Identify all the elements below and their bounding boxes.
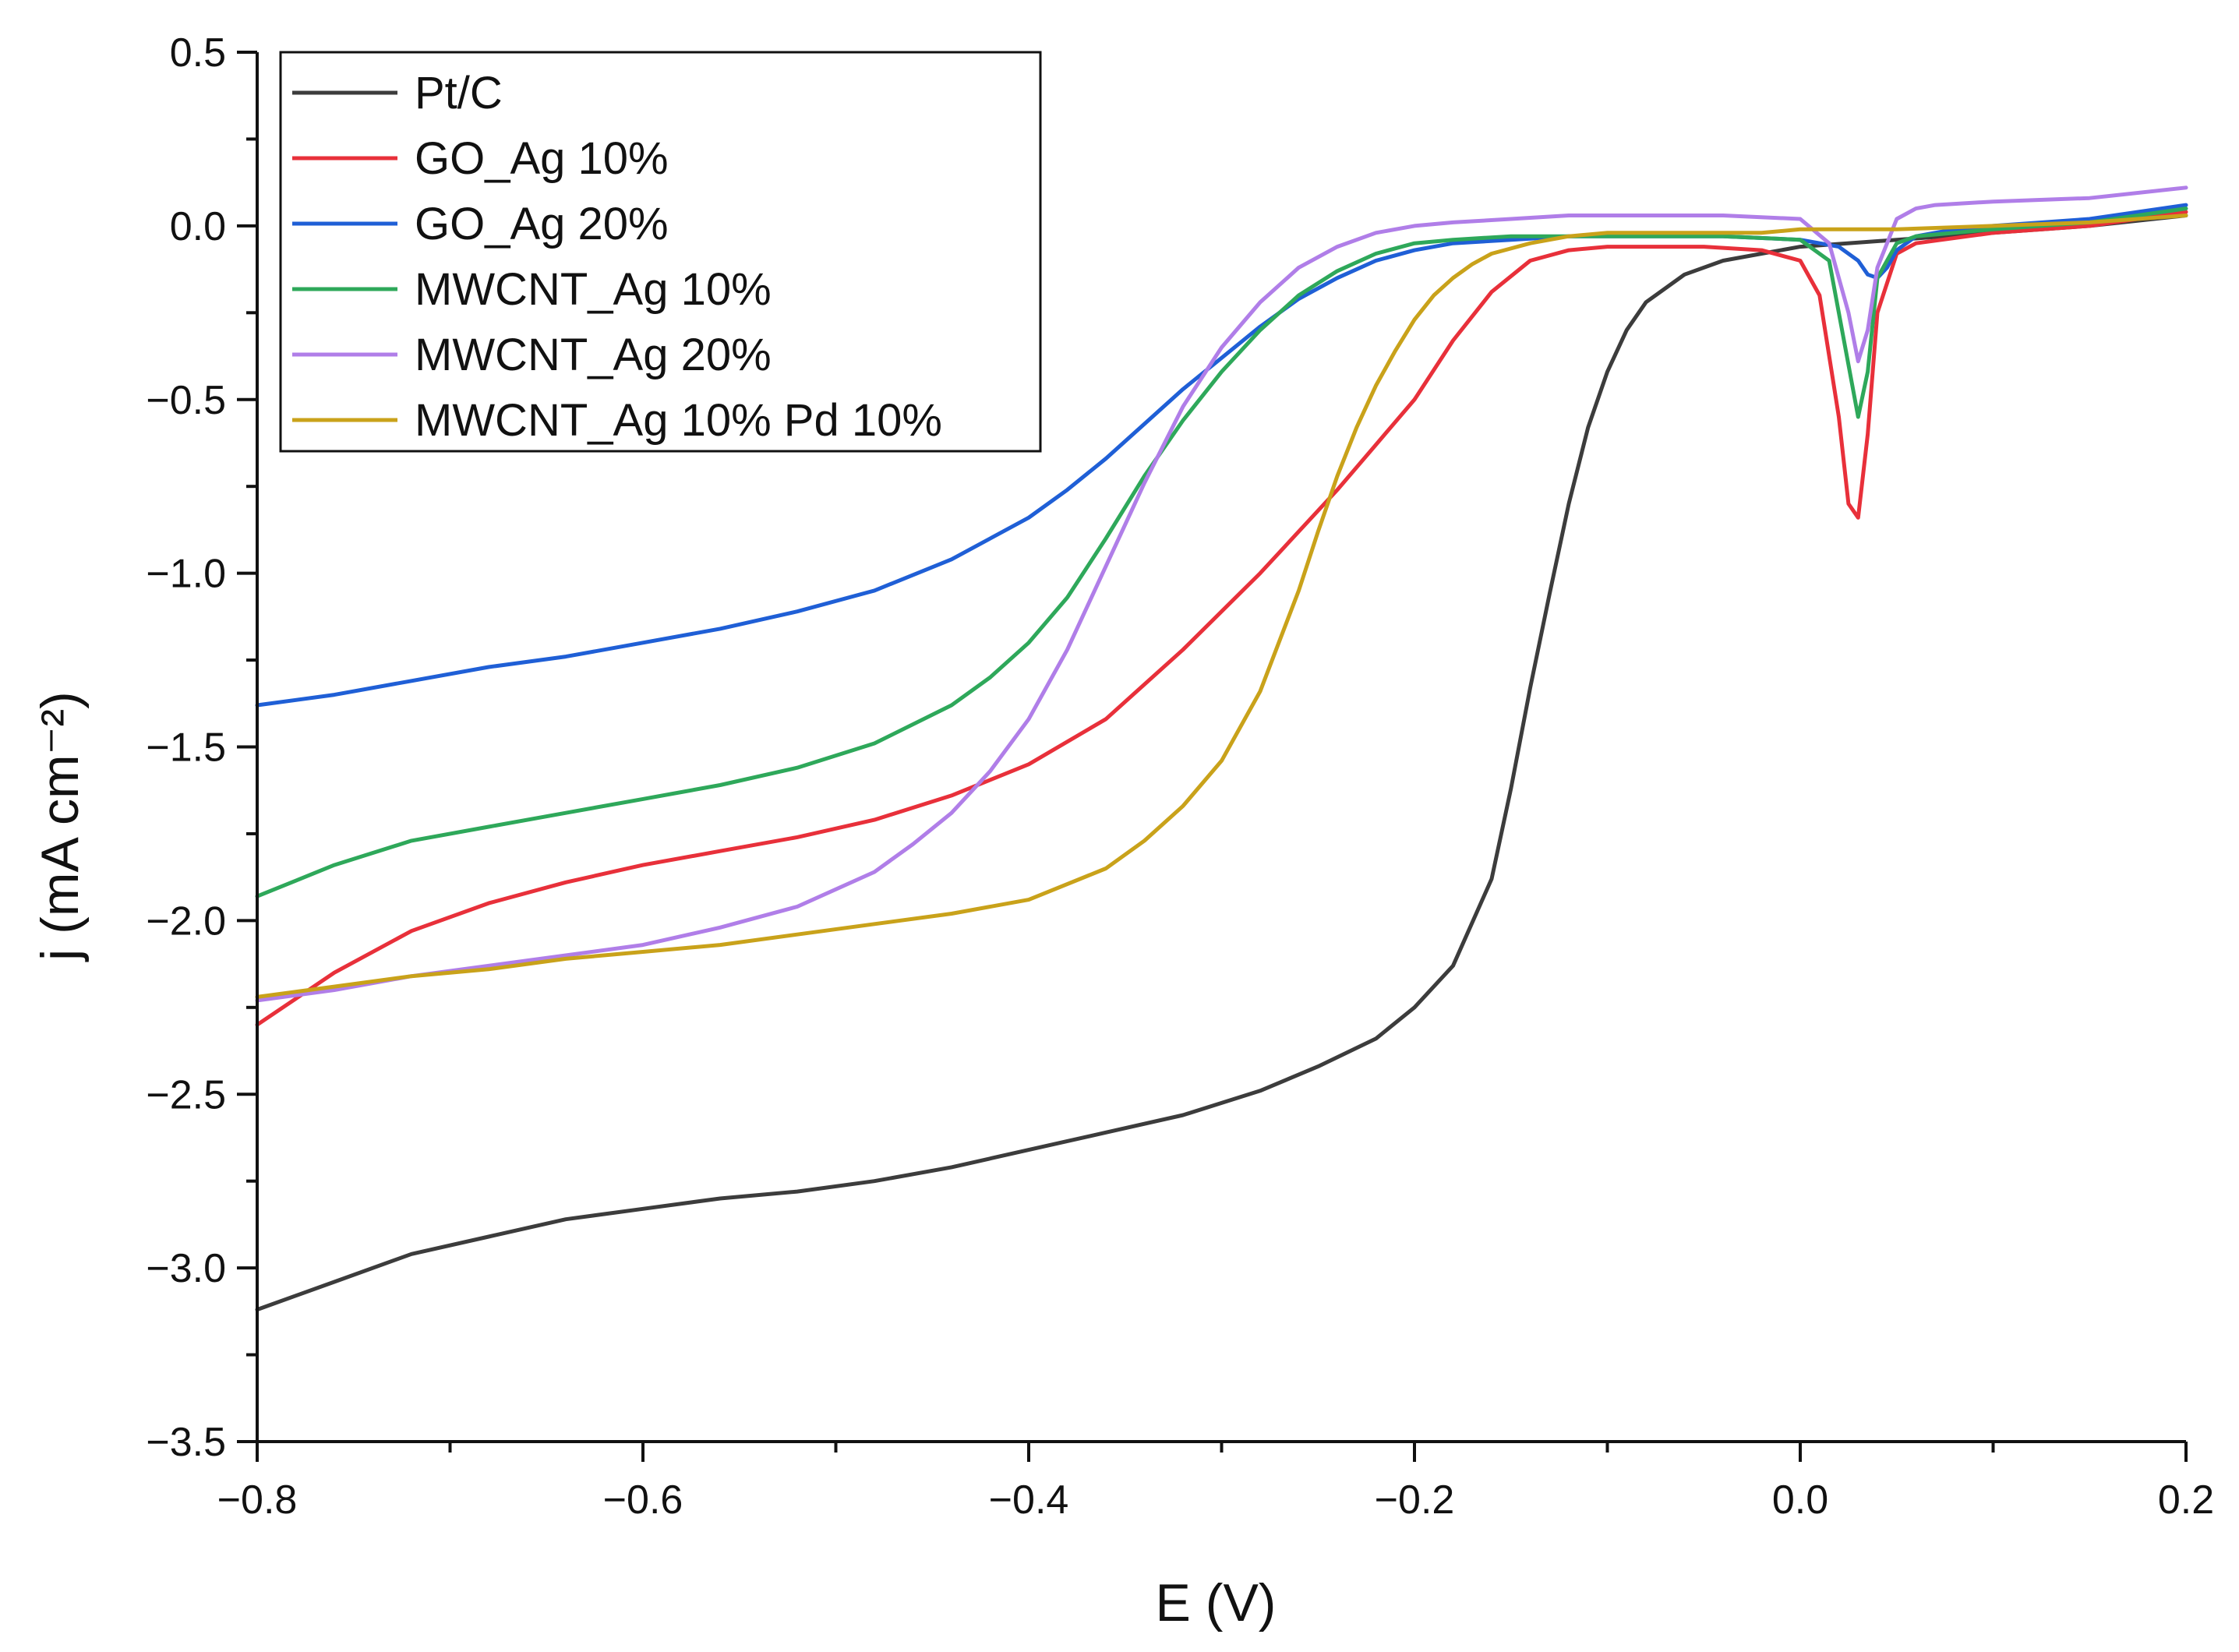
x-tick-label: −0.8 [217,1477,298,1523]
y-axis-title: j (mA cm⁻²) [30,691,90,962]
x-tick-label: 0.0 [1772,1477,1828,1523]
series-line-6 [255,214,2188,999]
y-tick-label: −3.0 [146,1246,226,1291]
series-line-5 [255,185,2188,1003]
legend-label-6: MWCNT_Ag 10% Pd 10% [415,395,942,446]
legend-label-1: Pt/C [415,68,503,118]
legend-label-4: MWCNT_Ag 10% [415,264,772,315]
series-line-2 [255,210,2188,1027]
x-tick-label: −0.4 [989,1477,1069,1523]
axes-layer: −0.8 −0.6 −0.4 −0.2 0.0 0.2 0.5 0.0 −0.5 −1.0 −1.5… [146,30,2214,1523]
y-tick-label: −0.5 [146,378,226,423]
y-tick-label: −1.5 [146,725,226,771]
x-axis-title: E (V) [1156,1573,1277,1633]
x-tick-label: −0.6 [603,1477,683,1523]
legend-label-2: GO_Ag 10% [415,133,669,184]
y-tick-label: −3.5 [146,1420,226,1465]
series-line-4 [255,206,2188,898]
y-tick-label: −2.0 [146,898,226,944]
y-tick-label: −1.0 [146,552,226,597]
series-line-3 [255,203,2188,708]
legend: Pt/C GO_Ag 10% GO_Ag 20% MWCNT_Ag 10% MWCNT_… [279,51,1042,453]
legend-label-5: MWCNT_Ag 20% [415,330,772,380]
y-tick-label: −2.5 [146,1072,226,1117]
legend-box [279,51,1042,453]
x-tick-label: 0.2 [2158,1477,2214,1523]
series-layer [255,185,2188,1312]
legend-label-3: GO_Ag 20% [415,199,669,249]
y-tick-label: 0.0 [170,204,226,249]
series-line-1 [255,214,2188,1312]
x-tick-label: −0.2 [1375,1477,1455,1523]
y-tick-label: 0.5 [170,30,226,76]
